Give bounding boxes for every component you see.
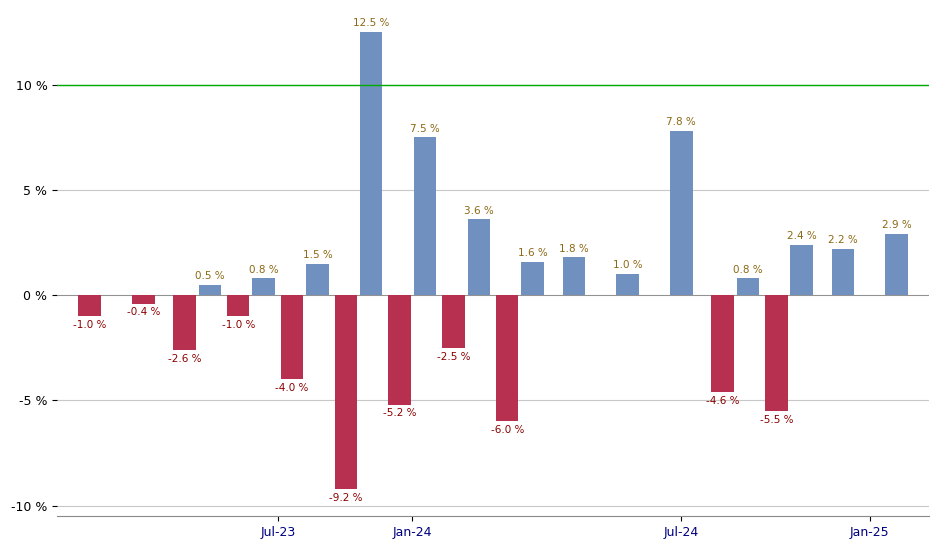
- Bar: [522, 262, 544, 295]
- Text: 1.6 %: 1.6 %: [518, 248, 547, 258]
- Text: -1.0 %: -1.0 %: [72, 320, 106, 330]
- Bar: [737, 278, 760, 295]
- Text: 0.5 %: 0.5 %: [195, 271, 225, 281]
- Bar: [791, 245, 813, 295]
- Bar: [765, 295, 788, 411]
- Text: -1.0 %: -1.0 %: [222, 320, 255, 330]
- Bar: [173, 295, 196, 350]
- Bar: [198, 285, 221, 295]
- Text: 2.9 %: 2.9 %: [882, 221, 912, 230]
- Text: 12.5 %: 12.5 %: [353, 18, 389, 29]
- Bar: [360, 32, 383, 295]
- Bar: [496, 295, 519, 421]
- Text: 2.4 %: 2.4 %: [787, 231, 817, 241]
- Text: 0.8 %: 0.8 %: [249, 265, 278, 274]
- Text: -9.2 %: -9.2 %: [329, 493, 363, 503]
- Text: -4.6 %: -4.6 %: [706, 396, 739, 406]
- Text: 0.8 %: 0.8 %: [733, 265, 762, 274]
- Text: -2.6 %: -2.6 %: [167, 354, 201, 364]
- Text: -5.5 %: -5.5 %: [760, 415, 793, 425]
- Bar: [467, 219, 490, 295]
- Text: 1.5 %: 1.5 %: [303, 250, 333, 260]
- Bar: [832, 249, 854, 295]
- Bar: [335, 295, 357, 489]
- Bar: [617, 274, 639, 295]
- Bar: [388, 295, 411, 405]
- Bar: [885, 234, 908, 295]
- Text: 2.2 %: 2.2 %: [828, 235, 857, 245]
- Bar: [670, 131, 693, 295]
- Text: -0.4 %: -0.4 %: [127, 307, 160, 317]
- Bar: [712, 295, 734, 392]
- Bar: [562, 257, 585, 295]
- Bar: [78, 295, 101, 316]
- Bar: [306, 263, 329, 295]
- Bar: [227, 295, 249, 316]
- Text: 3.6 %: 3.6 %: [464, 206, 494, 216]
- Bar: [281, 295, 304, 380]
- Bar: [442, 295, 464, 348]
- Text: 7.8 %: 7.8 %: [666, 117, 697, 127]
- Bar: [414, 138, 436, 295]
- Text: -6.0 %: -6.0 %: [491, 425, 524, 435]
- Bar: [132, 295, 154, 304]
- Text: 7.5 %: 7.5 %: [410, 124, 440, 134]
- Text: -5.2 %: -5.2 %: [383, 409, 416, 419]
- Bar: [253, 278, 274, 295]
- Text: -4.0 %: -4.0 %: [275, 383, 308, 393]
- Text: 1.8 %: 1.8 %: [559, 244, 588, 254]
- Text: -2.5 %: -2.5 %: [437, 351, 470, 361]
- Text: 1.0 %: 1.0 %: [613, 260, 642, 271]
